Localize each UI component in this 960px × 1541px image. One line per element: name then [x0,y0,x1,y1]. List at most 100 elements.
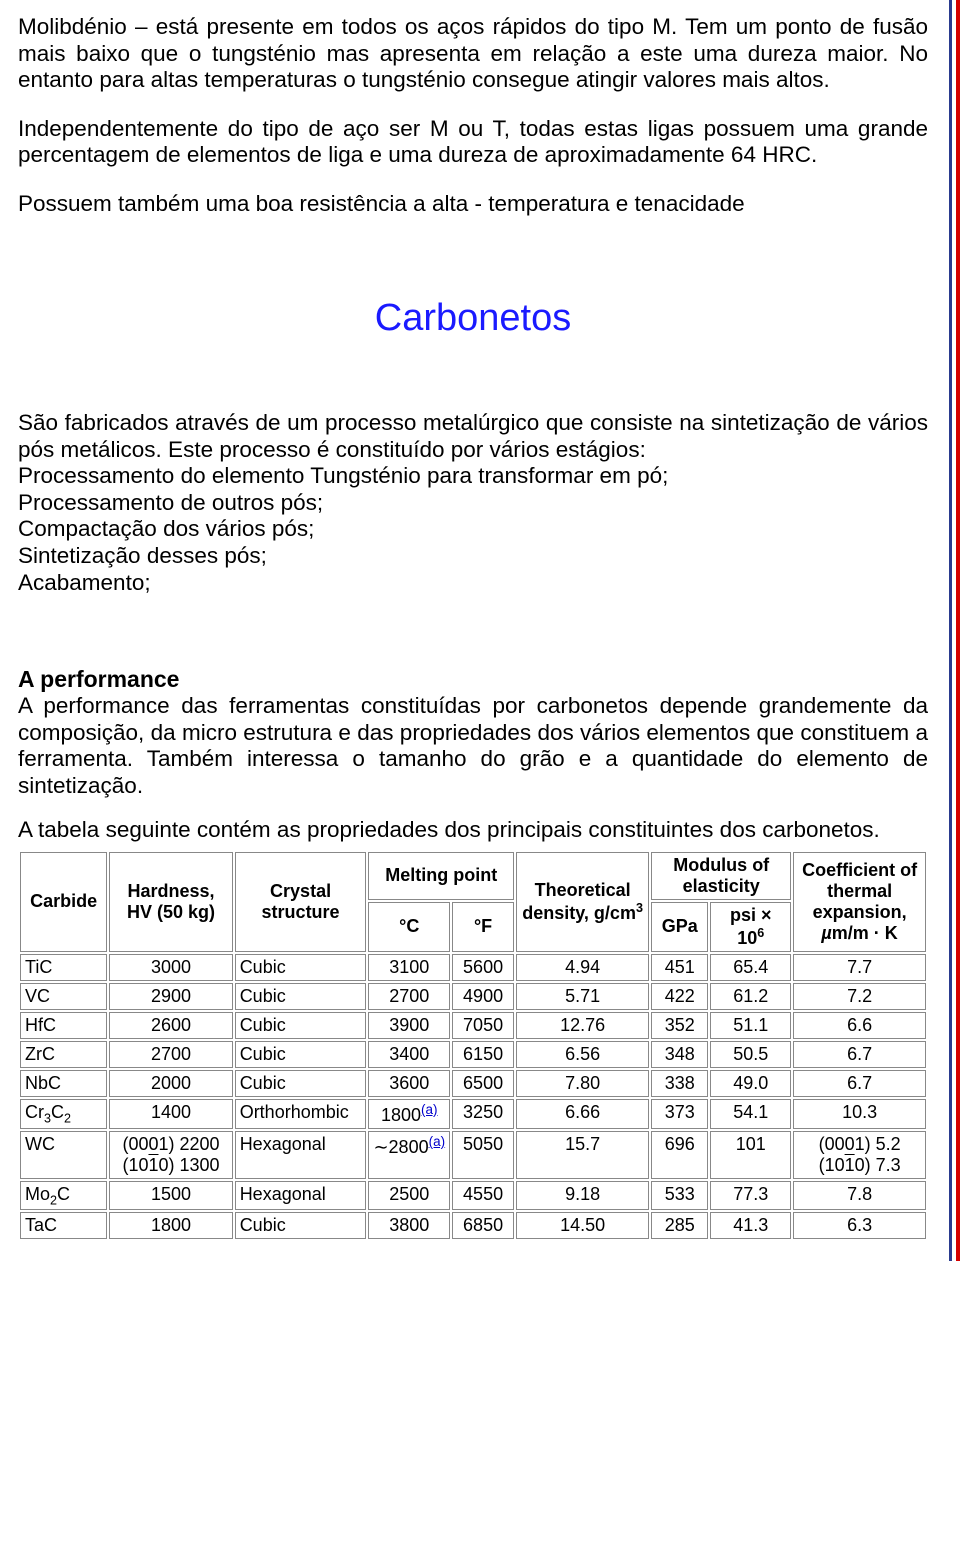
table-cell: 6150 [452,1041,514,1068]
table-cell: 3800 [368,1212,450,1239]
table-cell: 6850 [452,1212,514,1239]
table-cell: 6.7 [793,1041,926,1068]
th-carbide: Carbide [20,852,107,952]
th-hardness: Hardness, HV (50 kg) [109,852,232,952]
table-cell: 1800 [109,1212,232,1239]
table-cell: 3250 [452,1099,514,1129]
table-cell: 4.94 [516,954,649,981]
table-cell: 2500 [368,1181,450,1211]
carbide-properties-table: Carbide Hardness, HV (50 kg) Crystal str… [18,850,928,1242]
table-cell: 5600 [452,954,514,981]
intro-para-2: Independentemente do tipo de aço ser M o… [18,116,928,169]
table-cell: (0001) 5.2(1010) 7.3 [793,1131,926,1179]
process-step: Sintetização desses pós; [18,543,928,570]
table-cell: 50.5 [710,1041,791,1068]
table-cell: 7.80 [516,1070,649,1097]
table-cell: 6.56 [516,1041,649,1068]
table-cell: 41.3 [710,1212,791,1239]
table-cell: Orthorhombic [235,1099,367,1129]
process-step: Acabamento; [18,570,928,597]
carbonetos-intro: São fabricados através de um processo me… [18,410,928,463]
table-cell: Cubic [235,1212,367,1239]
table-cell: 533 [651,1181,708,1211]
table-cell: 7.7 [793,954,926,981]
table-cell: 285 [651,1212,708,1239]
table-cell: 6.6 [793,1012,926,1039]
table-cell: TiC [20,954,107,981]
process-step: Compactação dos vários pós; [18,516,928,543]
th-fahrenheit: °F [452,902,514,952]
table-cell: 3400 [368,1041,450,1068]
table-cell: 9.18 [516,1181,649,1211]
th-psi: psi × 106 [710,902,791,952]
performance-heading: A performance [18,666,928,693]
table-cell: 15.7 [516,1131,649,1179]
table-cell: 6.7 [793,1070,926,1097]
th-melting: Melting point [368,852,514,900]
table-row: TaC1800Cubic3800685014.5028541.36.3 [20,1212,926,1239]
th-cte: Coefficient of thermal expansion, µm/m ·… [793,852,926,952]
performance-para-1: A performance das ferramentas constituíd… [18,693,928,799]
table-cell: 49.0 [710,1070,791,1097]
table-cell: 12.76 [516,1012,649,1039]
table-cell: 3600 [368,1070,450,1097]
section-title-carbonetos: Carbonetos [18,297,928,340]
table-cell: WC [20,1131,107,1179]
table-cell: 1500 [109,1181,232,1211]
table-cell: NbC [20,1070,107,1097]
table-cell: 51.1 [710,1012,791,1039]
table-cell: 2000 [109,1070,232,1097]
table-cell: 352 [651,1012,708,1039]
th-density: Theoretical density, g/cm3 [516,852,649,952]
table-cell: 101 [710,1131,791,1179]
table-cell: 338 [651,1070,708,1097]
table-cell: 7050 [452,1012,514,1039]
table-cell: 696 [651,1131,708,1179]
table-row: Cr3C21400Orthorhombic1800(a)32506.663735… [20,1099,926,1129]
performance-para-2: A tabela seguinte contém as propriedades… [18,817,928,844]
table-cell: 451 [651,954,708,981]
table-cell: 14.50 [516,1212,649,1239]
table-cell: 3900 [368,1012,450,1039]
process-step: Processamento de outros pós; [18,490,928,517]
table-cell: Mo2C [20,1181,107,1211]
th-modulus: Modulus of elasticity [651,852,791,900]
table-row: ZrC2700Cubic340061506.5634850.56.7 [20,1041,926,1068]
table-cell: 10.3 [793,1099,926,1129]
table-cell: 3000 [109,954,232,981]
table-row: NbC2000Cubic360065007.8033849.06.7 [20,1070,926,1097]
th-celsius: °C [368,902,450,952]
table-cell: (0001) 2200(1010) 1300 [109,1131,232,1179]
table-cell: 1400 [109,1099,232,1129]
table-cell: 422 [651,983,708,1010]
table-cell: 1800(a) [368,1099,450,1129]
table-cell: Cubic [235,1012,367,1039]
table-row: TiC3000Cubic310056004.9445165.47.7 [20,954,926,981]
table-cell: VC [20,983,107,1010]
table-cell: 6.3 [793,1212,926,1239]
table-row: WC(0001) 2200(1010) 1300Hexagonal∼2800(a… [20,1131,926,1179]
table-cell: 3100 [368,954,450,981]
table-cell: 2700 [109,1041,232,1068]
table-cell: 7.8 [793,1181,926,1211]
table-row: HfC2600Cubic3900705012.7635251.16.6 [20,1012,926,1039]
table-cell: 373 [651,1099,708,1129]
table-cell: 77.3 [710,1181,791,1211]
table-cell: 61.2 [710,983,791,1010]
intro-para-1: Molibdénio – está presente em todos os a… [18,14,928,94]
table-cell: 65.4 [710,954,791,981]
table-row: VC2900Cubic270049005.7142261.27.2 [20,983,926,1010]
th-crystal: Crystal structure [235,852,367,952]
table-cell: TaC [20,1212,107,1239]
table-cell: 54.1 [710,1099,791,1129]
table-cell: Cr3C2 [20,1099,107,1129]
table-cell: Cubic [235,983,367,1010]
table-cell: Hexagonal [235,1181,367,1211]
th-gpa: GPa [651,902,708,952]
table-cell: 5.71 [516,983,649,1010]
intro-para-3: Possuem também uma boa resistência a alt… [18,191,928,218]
table-cell: 348 [651,1041,708,1068]
table-cell: Cubic [235,954,367,981]
table-cell: 5050 [452,1131,514,1179]
table-cell: 6.66 [516,1099,649,1129]
